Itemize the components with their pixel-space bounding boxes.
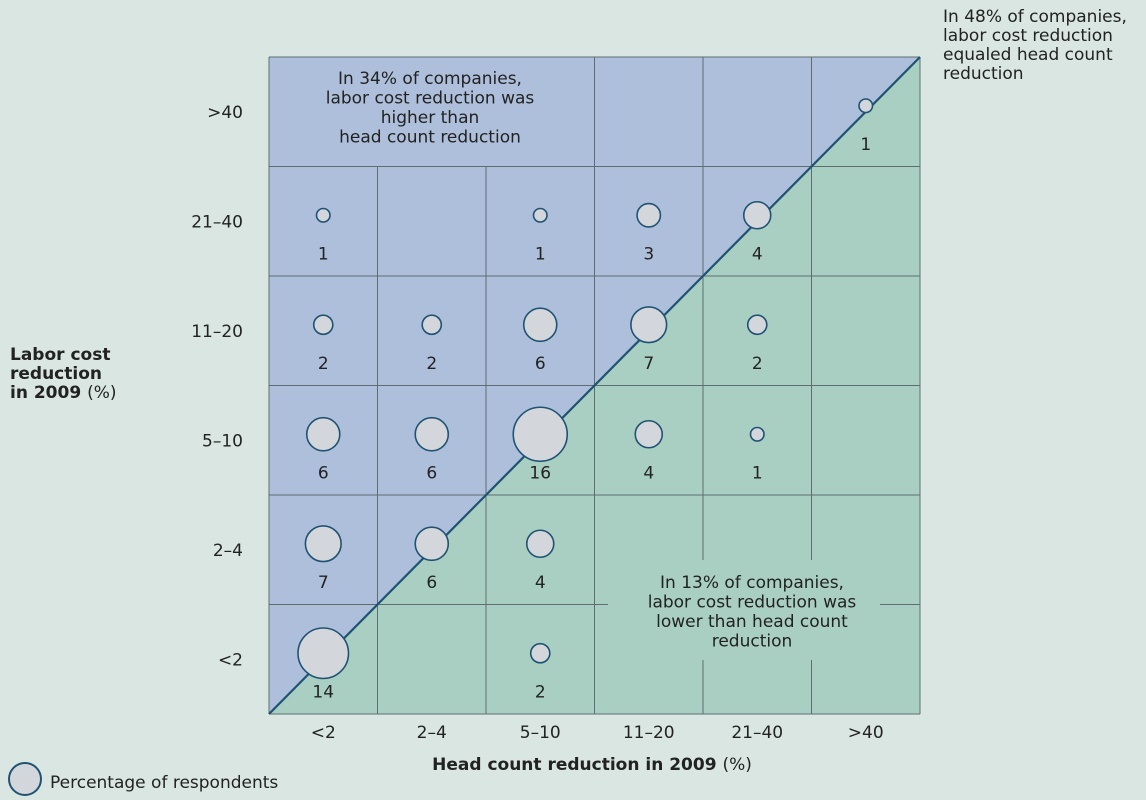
data-label: 4 xyxy=(752,244,763,264)
x-tick-label: 5–10 xyxy=(520,723,561,743)
equality-diagonal xyxy=(268,56,921,715)
data-label: 4 xyxy=(643,463,654,483)
data-label: 6 xyxy=(426,573,437,593)
data-bubble xyxy=(634,419,664,449)
x-tick-label: <2 xyxy=(311,723,336,743)
data-label: 3 xyxy=(643,244,654,264)
y-tick-label: 5–10 xyxy=(202,431,243,451)
y-tick-label: 2–4 xyxy=(213,541,243,561)
y-tick-label: 11–20 xyxy=(191,322,243,342)
higher-annotation-line: In 34% of companies, xyxy=(338,69,522,89)
legend-label: Percentage of respondents xyxy=(50,773,279,793)
data-label: 1 xyxy=(860,135,871,155)
data-bubble xyxy=(305,416,341,452)
y-axis-title-line: reduction xyxy=(10,364,102,384)
data-label: 4 xyxy=(535,573,546,593)
data-label: 7 xyxy=(643,354,654,374)
data-label: 6 xyxy=(318,463,329,483)
higher-annotation-line: labor cost reduction was xyxy=(326,89,535,109)
equal-annotation-line: In 48% of companies, xyxy=(943,7,1127,27)
data-label: 1 xyxy=(318,244,329,264)
data-bubble xyxy=(746,314,768,336)
equal-annotation-line: equaled head count xyxy=(943,45,1113,65)
data-label: 16 xyxy=(529,463,551,483)
y-axis-title: Labor cost reduction in 2009 (%) xyxy=(10,346,117,403)
equal-annotation-line: labor cost reduction xyxy=(943,26,1113,46)
higher-annotation-line: head count reduction xyxy=(339,128,521,148)
x-axis-title-text: Head count reduction in 2009 xyxy=(432,755,722,775)
data-bubble xyxy=(858,98,874,114)
axes-layer: <2 2–4 5–10 11–20 21–40 >40 <2 2–4 5–10 11–20 21–4… xyxy=(191,103,883,775)
data-bubble xyxy=(304,525,342,563)
data-bubble xyxy=(414,416,450,452)
y-tick-label: 21–40 xyxy=(191,212,243,232)
data-label: 14 xyxy=(312,682,334,702)
y-axis-title-text: in 2009 xyxy=(10,383,82,403)
equal-annotation: In 48% of companies, labor cost reductio… xyxy=(943,8,1127,84)
diagonal-layer xyxy=(268,56,921,715)
legend: Percentage of respondents xyxy=(8,762,279,796)
data-label: 1 xyxy=(535,244,546,264)
data-label: 2 xyxy=(535,682,546,702)
lower-annotation-line: lower than head count xyxy=(656,612,848,632)
x-axis-title: Head count reduction in 2009 (%) xyxy=(432,755,752,775)
lower-annotation-line: reduction xyxy=(712,632,793,652)
data-bubble xyxy=(630,306,668,344)
y-axis-title-line: in 2009 (%) xyxy=(10,384,117,403)
data-bubble xyxy=(315,207,331,223)
annotation-layer: In 34% of companies,labor cost reduction… xyxy=(326,69,857,652)
data-label: 6 xyxy=(426,463,437,483)
data-label: 2 xyxy=(752,354,763,374)
data-label: 1 xyxy=(752,463,763,483)
data-label: 6 xyxy=(535,354,546,374)
x-tick-label: 21–40 xyxy=(731,723,783,743)
x-tick-label: >40 xyxy=(848,723,884,743)
higher-annotation-line: higher than xyxy=(381,108,480,128)
x-tick-label: 2–4 xyxy=(417,723,447,743)
y-tick-label: <2 xyxy=(218,650,243,670)
data-bubble xyxy=(312,314,334,336)
y-axis-title-line: Labor cost xyxy=(10,345,111,365)
equal-annotation-line: reduction xyxy=(943,64,1024,84)
data-bubble xyxy=(532,207,548,223)
data-label: 7 xyxy=(318,573,329,593)
bubbles-layer: 14 2 7 6 4 6 6 16 4 1 2 2 6 7 2 1 1 3 4 1 xyxy=(297,98,874,702)
annotation-backdrop xyxy=(612,560,877,660)
data-bubble xyxy=(522,307,558,343)
data-bubble xyxy=(525,529,555,559)
x-axis-unit: (%) xyxy=(722,755,751,775)
data-bubble xyxy=(749,426,765,442)
lower-annotation-line: In 13% of companies, xyxy=(660,573,844,593)
y-tick-label: >40 xyxy=(207,103,243,123)
data-bubble xyxy=(512,406,569,463)
legend-bubble-icon xyxy=(8,762,42,796)
data-label: 2 xyxy=(426,354,437,374)
data-bubble xyxy=(297,627,350,680)
data-bubble xyxy=(636,202,662,228)
lower-annotation-line: labor cost reduction was xyxy=(648,593,857,613)
data-bubble xyxy=(529,642,551,664)
data-bubble xyxy=(742,200,772,230)
data-bubble xyxy=(421,314,443,336)
data-bubble xyxy=(414,526,450,562)
grid-layer xyxy=(268,56,921,715)
y-axis-unit: (%) xyxy=(87,383,117,403)
x-tick-label: 11–20 xyxy=(623,723,675,743)
data-label: 2 xyxy=(318,354,329,374)
